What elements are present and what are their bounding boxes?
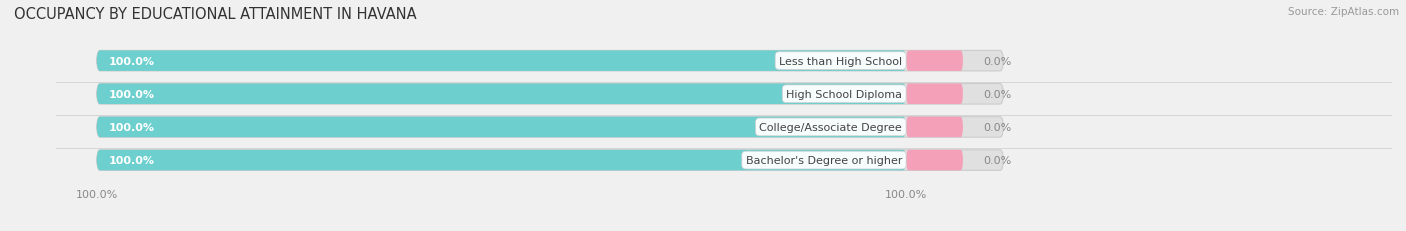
Text: College/Associate Degree: College/Associate Degree xyxy=(759,122,903,132)
FancyBboxPatch shape xyxy=(97,117,1004,138)
Text: Bachelor's Degree or higher: Bachelor's Degree or higher xyxy=(745,155,903,165)
FancyBboxPatch shape xyxy=(97,117,907,138)
Text: 0.0%: 0.0% xyxy=(983,122,1011,132)
Text: High School Diploma: High School Diploma xyxy=(786,89,903,99)
Text: 0.0%: 0.0% xyxy=(983,89,1011,99)
Text: Less than High School: Less than High School xyxy=(779,56,903,66)
Text: Source: ZipAtlas.com: Source: ZipAtlas.com xyxy=(1288,7,1399,17)
FancyBboxPatch shape xyxy=(97,150,907,171)
Text: 100.0%: 100.0% xyxy=(108,56,155,66)
Text: 100.0%: 100.0% xyxy=(108,122,155,132)
Text: OCCUPANCY BY EDUCATIONAL ATTAINMENT IN HAVANA: OCCUPANCY BY EDUCATIONAL ATTAINMENT IN H… xyxy=(14,7,416,22)
FancyBboxPatch shape xyxy=(97,51,907,72)
Text: 100.0%: 100.0% xyxy=(108,155,155,165)
FancyBboxPatch shape xyxy=(97,84,907,105)
Text: 100.0%: 100.0% xyxy=(108,89,155,99)
Text: 0.0%: 0.0% xyxy=(983,56,1011,66)
FancyBboxPatch shape xyxy=(907,117,963,138)
FancyBboxPatch shape xyxy=(907,51,963,72)
FancyBboxPatch shape xyxy=(97,51,1004,72)
Text: 0.0%: 0.0% xyxy=(983,155,1011,165)
FancyBboxPatch shape xyxy=(907,150,963,171)
FancyBboxPatch shape xyxy=(97,84,1004,105)
FancyBboxPatch shape xyxy=(97,150,1004,171)
FancyBboxPatch shape xyxy=(907,84,963,105)
Legend: Owner-occupied, Renter-occupied: Owner-occupied, Renter-occupied xyxy=(607,228,841,231)
